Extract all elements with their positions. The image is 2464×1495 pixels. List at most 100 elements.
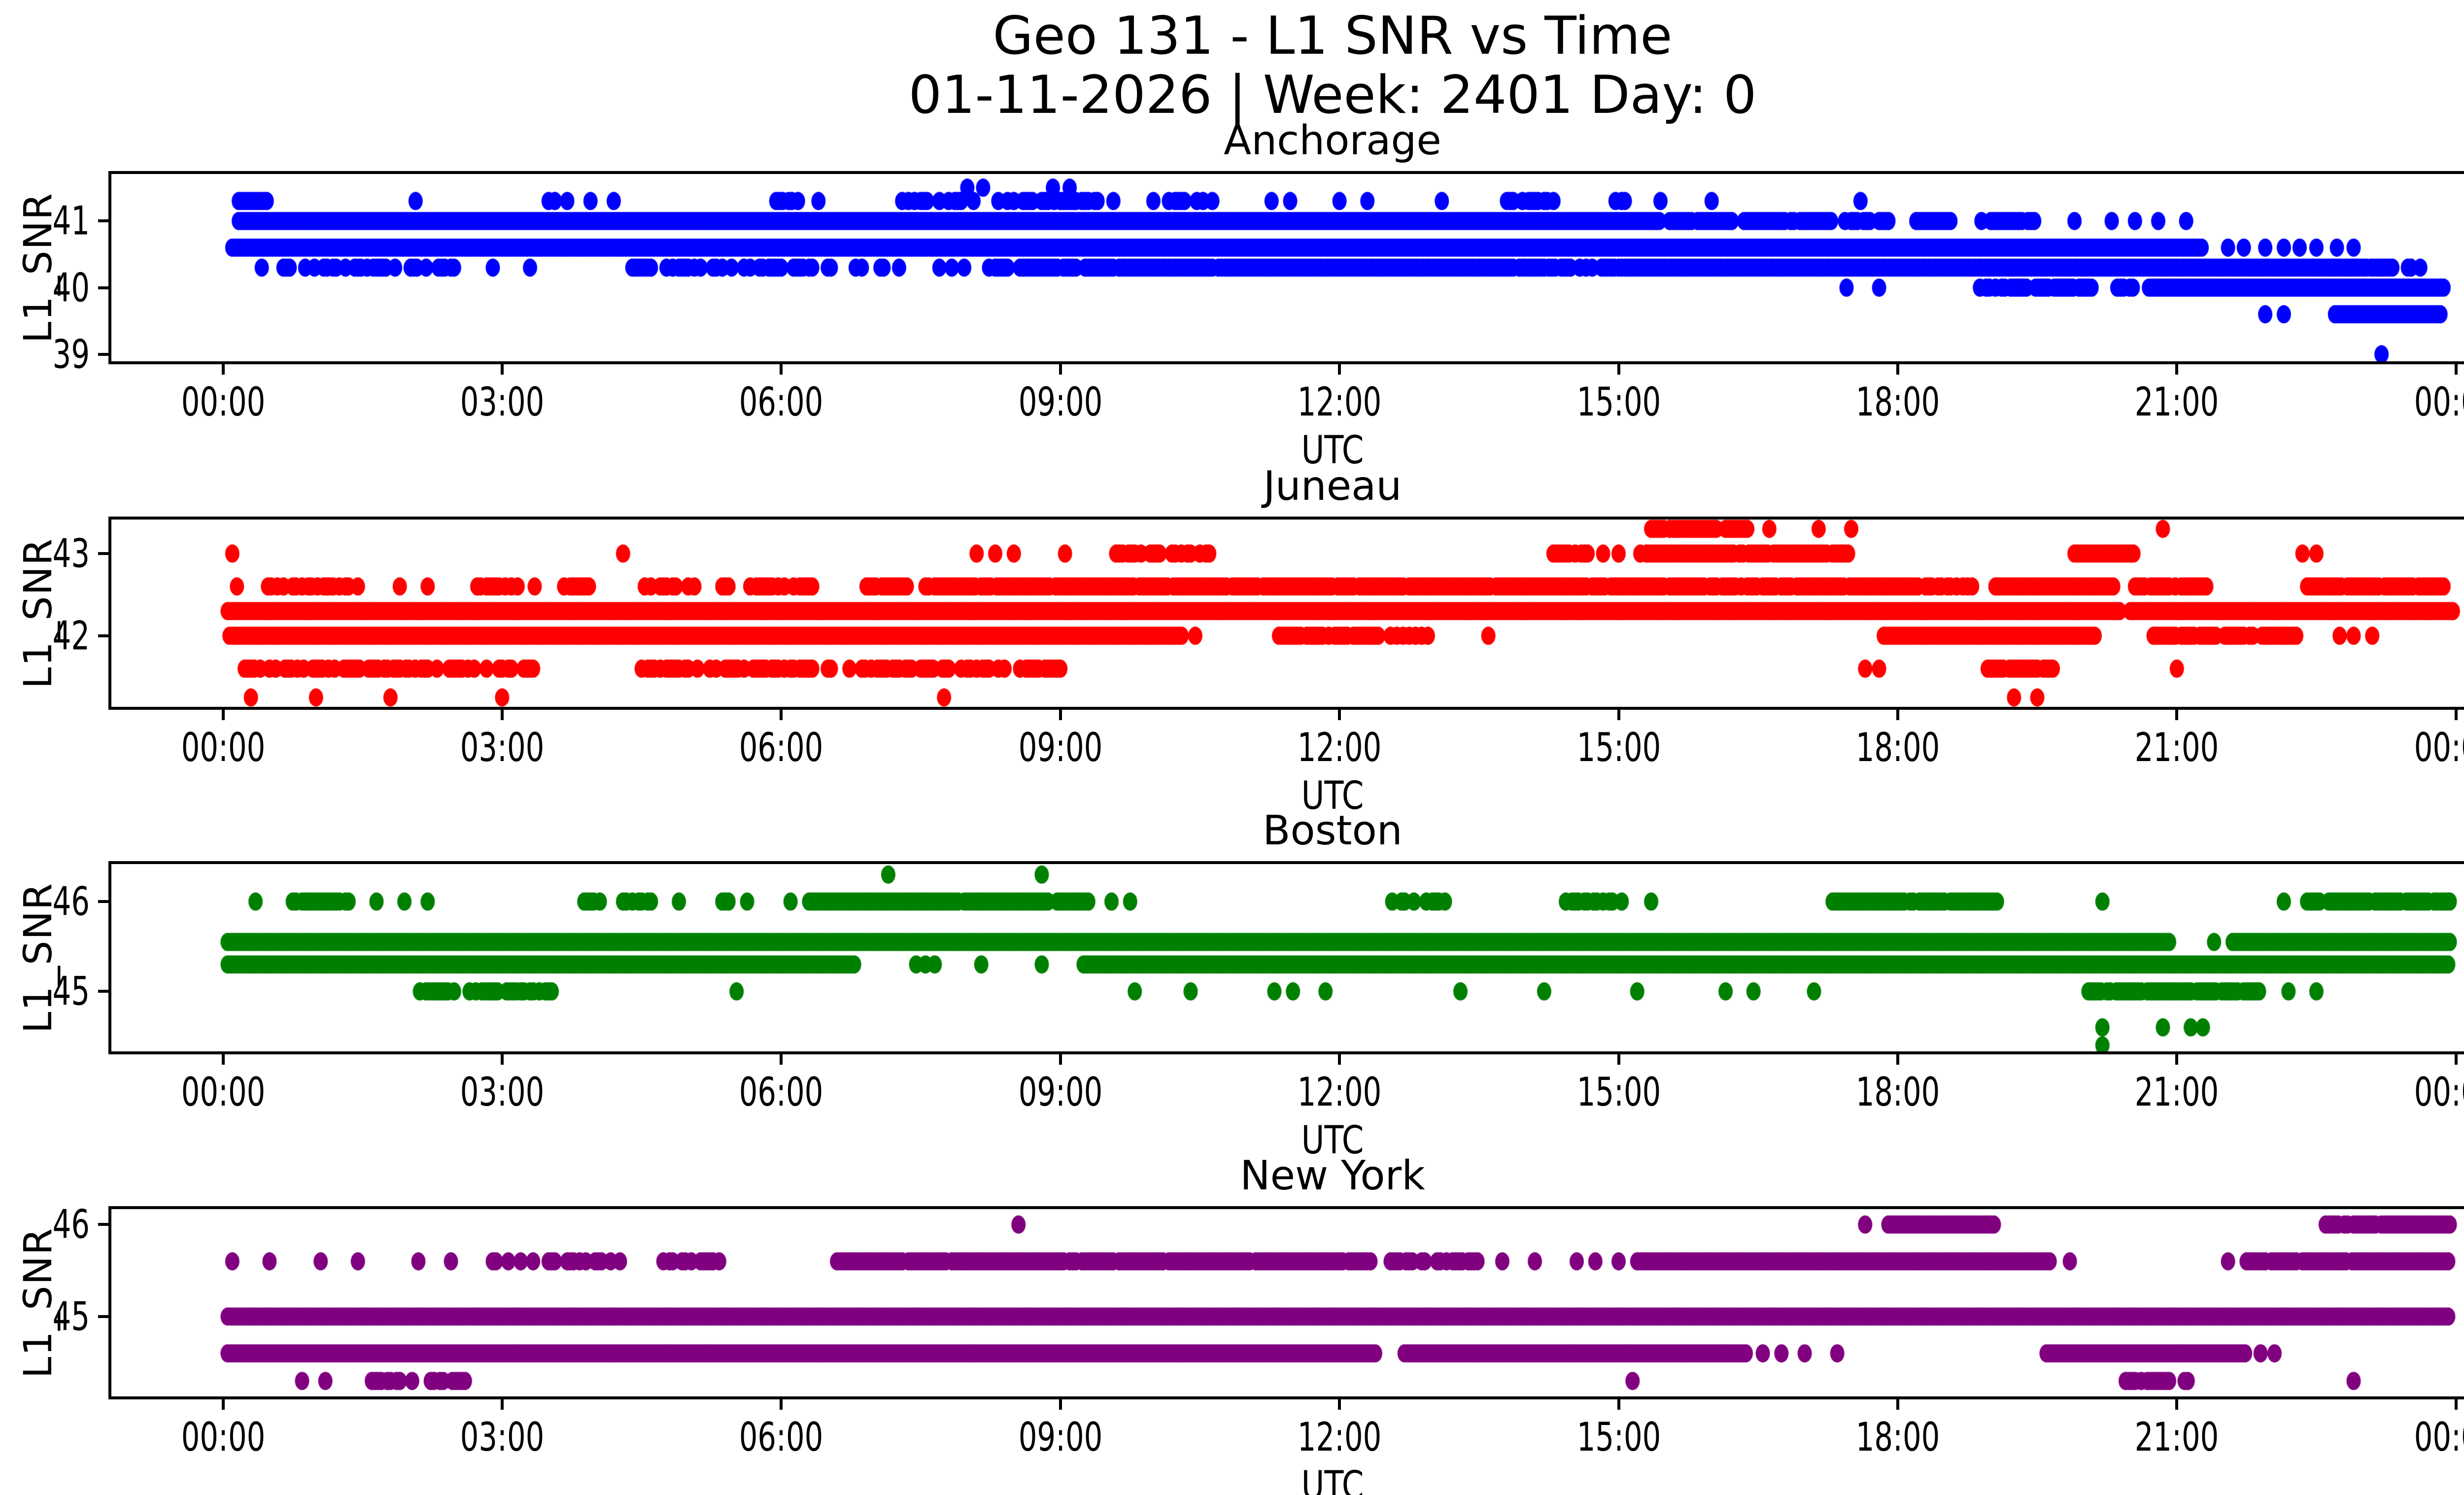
x-tick-mark <box>1059 1053 1062 1065</box>
y-tick-mark <box>98 1223 110 1226</box>
x-tick-mark <box>2175 708 2179 720</box>
x-tick-label: 15:00 <box>1576 725 1661 770</box>
x-tick-mark <box>221 708 225 720</box>
x-axis-label-new-york: UTC <box>1301 1463 1364 1495</box>
x-tick-label: 21:00 <box>2134 725 2219 770</box>
y-tick-label: 46 <box>52 878 90 925</box>
x-tick-label: 03:00 <box>460 1069 545 1115</box>
x-tick-mark <box>221 1398 225 1410</box>
x-tick-mark <box>1338 1053 1341 1065</box>
x-tick-mark <box>1059 363 1062 375</box>
y-tick-label: 45 <box>52 1293 90 1340</box>
subplot-title-new-york: New York <box>1240 1152 1425 1199</box>
plot-area-juneau <box>108 517 2464 710</box>
y-tick-label: 40 <box>52 265 90 311</box>
x-tick-label: 12:00 <box>1297 379 1382 425</box>
scatter-canvas-boston <box>111 864 2464 1051</box>
x-tick-label: 06:00 <box>739 1414 823 1460</box>
x-tick-mark <box>500 708 504 720</box>
x-tick-label: 06:00 <box>739 1069 823 1115</box>
x-tick-label: 06:00 <box>739 379 823 425</box>
x-tick-label: 03:00 <box>460 379 545 425</box>
x-tick-mark <box>2454 1053 2458 1065</box>
x-tick-label: 15:00 <box>1576 1414 1661 1460</box>
x-tick-mark <box>2454 363 2458 375</box>
y-axis-label-boston: L1_SNR <box>16 882 61 1034</box>
x-tick-mark <box>1059 708 1062 720</box>
figure-title: Geo 131 - L1 SNR vs Time <box>992 5 1673 66</box>
x-tick-label: 12:00 <box>1297 725 1382 770</box>
x-tick-label: 15:00 <box>1576 1069 1661 1115</box>
x-tick-mark <box>2454 708 2458 720</box>
y-tick-label: 46 <box>52 1201 90 1248</box>
x-tick-label: 03:00 <box>460 725 545 770</box>
scatter-canvas-new-york <box>111 1209 2464 1396</box>
x-tick-label: 21:00 <box>2134 379 2219 425</box>
x-tick-mark <box>780 1398 783 1410</box>
scatter-canvas-juneau <box>111 520 2464 707</box>
y-tick-label: 39 <box>52 331 90 378</box>
x-tick-label: 18:00 <box>1855 1414 1940 1460</box>
y-tick-mark <box>98 286 110 289</box>
y-tick-mark <box>98 219 110 223</box>
x-tick-mark <box>1338 363 1341 375</box>
plot-area-boston <box>108 861 2464 1054</box>
x-tick-label: 00:00 <box>2414 379 2464 425</box>
x-tick-label: 21:00 <box>2134 1414 2219 1460</box>
x-tick-mark <box>1617 708 1620 720</box>
x-tick-mark <box>221 363 225 375</box>
x-tick-mark <box>2175 1398 2179 1410</box>
x-tick-label: 09:00 <box>1018 1069 1102 1115</box>
x-tick-mark <box>1896 1053 1899 1065</box>
x-tick-label: 00:00 <box>2414 1414 2464 1460</box>
y-tick-label: 43 <box>52 530 90 577</box>
x-tick-label: 00:00 <box>181 379 265 425</box>
x-tick-mark <box>2175 363 2179 375</box>
x-tick-mark <box>780 1053 783 1065</box>
x-tick-mark <box>1338 1398 1341 1410</box>
x-tick-label: 18:00 <box>1855 1069 1940 1115</box>
x-tick-label: 18:00 <box>1855 379 1940 425</box>
y-tick-mark <box>98 634 110 637</box>
x-tick-mark <box>1617 1398 1620 1410</box>
x-tick-mark <box>2454 1398 2458 1410</box>
y-tick-label: 45 <box>52 968 90 1014</box>
y-tick-mark <box>98 900 110 904</box>
x-tick-mark <box>780 363 783 375</box>
x-axis-label-anchorage: UTC <box>1301 428 1364 473</box>
x-axis-label-boston: UTC <box>1301 1118 1364 1163</box>
x-tick-label: 09:00 <box>1018 379 1102 425</box>
x-tick-mark <box>500 1053 504 1065</box>
x-tick-mark <box>1617 1053 1620 1065</box>
x-tick-mark <box>1896 1398 1899 1410</box>
subplot-title-juneau: Juneau <box>1263 463 1402 510</box>
figure-subtitle: 01-11-2026 | Week: 2401 Day: 0 <box>908 65 1757 125</box>
x-tick-mark <box>500 363 504 375</box>
x-tick-mark <box>1896 363 1899 375</box>
y-tick-label: 42 <box>52 613 90 659</box>
x-tick-label: 12:00 <box>1297 1414 1382 1460</box>
x-tick-mark <box>1896 708 1899 720</box>
x-tick-mark <box>2175 1053 2179 1065</box>
x-axis-label-juneau: UTC <box>1301 774 1364 818</box>
x-tick-label: 00:00 <box>181 1069 265 1115</box>
x-tick-mark <box>500 1398 504 1410</box>
x-tick-mark <box>1338 708 1341 720</box>
x-tick-label: 00:00 <box>2414 725 2464 770</box>
y-tick-mark <box>98 1315 110 1318</box>
subplot-title-boston: Boston <box>1263 807 1403 854</box>
x-tick-label: 00:00 <box>181 725 265 770</box>
plot-area-anchorage <box>108 171 2464 364</box>
y-tick-label: 41 <box>52 198 90 244</box>
scatter-canvas-anchorage <box>111 174 2464 361</box>
y-tick-mark <box>98 990 110 993</box>
subplot-title-anchorage: Anchorage <box>1224 117 1441 164</box>
x-tick-label: 15:00 <box>1576 379 1661 425</box>
x-tick-label: 00:00 <box>181 1414 265 1460</box>
x-tick-label: 18:00 <box>1855 725 1940 770</box>
x-tick-mark <box>1617 363 1620 375</box>
x-tick-mark <box>1059 1398 1062 1410</box>
x-tick-label: 09:00 <box>1018 725 1102 770</box>
x-tick-label: 03:00 <box>460 1414 545 1460</box>
